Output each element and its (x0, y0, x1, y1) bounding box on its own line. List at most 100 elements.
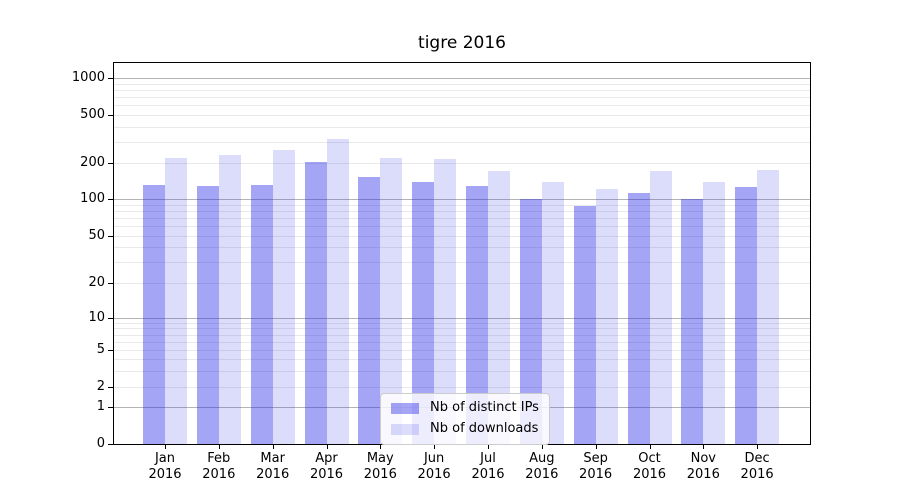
x-tick-year: 2016 (632, 466, 667, 482)
x-tick-year: 2016 (525, 466, 559, 482)
x-tick-month: Jul (480, 451, 496, 466)
bar-distinct-ips-sep (573, 205, 596, 444)
x-tick (541, 445, 543, 449)
y-tick-label: 2 (96, 379, 105, 394)
bar-downloads-oct (649, 171, 672, 444)
gridline-minor (113, 387, 811, 388)
x-tick-year: 2016 (309, 466, 344, 482)
x-tick-month: Feb (207, 451, 231, 466)
y-tick (108, 115, 113, 116)
gridline-minor (113, 226, 811, 228)
x-tick-label-oct: Oct 2016 (615, 451, 685, 482)
gridline-minor (113, 322, 811, 324)
bar-downloads-may (380, 158, 403, 444)
y-tick-label: 5 (96, 342, 105, 357)
y-tick (108, 318, 113, 319)
gridline-minor (113, 341, 811, 343)
y-tick (108, 199, 113, 200)
x-tick (380, 445, 382, 449)
x-tick (165, 445, 166, 449)
bar-downloads-apr (326, 139, 349, 444)
gridline-minor (113, 334, 811, 336)
y-tick (108, 163, 113, 164)
bar-distinct-ips-dec (735, 187, 758, 444)
x-tick (703, 445, 705, 449)
y-tick (108, 350, 113, 351)
x-tick-label-mar: Mar 2016 (238, 451, 308, 482)
x-tick-month: Jan (154, 451, 176, 466)
x-tick-year: 2016 (579, 466, 613, 482)
bar-distinct-ips-may (358, 177, 381, 444)
bar-downloads-dec (757, 169, 780, 444)
y-tick-label: 100 (80, 191, 105, 206)
x-tick-label-aug: Aug 2016 (507, 451, 577, 482)
y-tick (108, 444, 113, 445)
gridline-minor (113, 126, 811, 128)
gridline-minor (113, 370, 811, 372)
gridline-minor (113, 97, 811, 98)
x-tick-label-nov: Nov 2016 (668, 451, 738, 482)
right-spine (810, 62, 811, 445)
bar-downloads-sep (595, 189, 618, 444)
gridline-major (113, 78, 811, 79)
x-tick (649, 445, 651, 449)
x-tick-label-may: May 2016 (345, 451, 415, 482)
gridline-minor (113, 262, 811, 264)
x-tick-month: Mar (260, 451, 285, 466)
bar-distinct-ips-oct (627, 192, 650, 444)
x-tick-label-sep: Sep 2016 (561, 451, 631, 482)
gridline-major (113, 318, 811, 319)
gridline-minor (113, 204, 811, 206)
x-tick-year: 2016 (740, 466, 774, 482)
gridline-minor (113, 328, 811, 330)
bar-distinct-ips-jul (466, 185, 488, 444)
x-tick-year: 2016 (417, 466, 451, 482)
x-tick-label-jan: Jan 2016 (130, 451, 200, 482)
x-tick-year: 2016 (363, 466, 397, 482)
x-tick-month: Jun (423, 451, 445, 466)
chart-title: tigre 2016 (418, 33, 506, 53)
y-tick (108, 387, 113, 388)
x-tick-label-jul: Jul 2016 (453, 451, 523, 482)
legend-swatch (391, 423, 419, 435)
y-axis-spine (113, 62, 114, 445)
gridline-major (113, 199, 811, 200)
x-tick-label-dec: Dec 2016 (722, 451, 792, 482)
gridline-minor (113, 83, 811, 85)
x-tick (434, 445, 436, 449)
x-tick-year: 2016 (471, 466, 505, 482)
y-tick (108, 283, 113, 284)
bar-distinct-ips-nov (681, 199, 704, 444)
x-tick (595, 445, 597, 449)
bar-distinct-ips-jan (143, 185, 165, 444)
gridline-minor (113, 283, 811, 284)
x-tick-year: 2016 (148, 466, 182, 482)
legend-swatch (391, 402, 419, 414)
gridline-minor (113, 163, 811, 164)
x-tick-month: Dec (744, 451, 770, 466)
x-tick-month: Oct (638, 451, 661, 466)
legend: Nb of distinct IPs Nb of downloads (380, 393, 550, 445)
y-tick-label: 20 (88, 275, 105, 290)
x-tick-month: Sep (583, 451, 608, 466)
legend-label: Nb of downloads (430, 421, 539, 436)
bar-distinct-ips-apr (304, 161, 327, 444)
x-tick-year: 2016 (256, 466, 290, 482)
x-tick (326, 445, 328, 449)
x-tick-month: Apr (315, 451, 338, 466)
gridline-minor (113, 236, 811, 237)
y-tick-label: 50 (88, 228, 105, 243)
gridline-minor (113, 247, 811, 249)
x-tick-label-apr: Apr 2016 (292, 451, 362, 482)
bar-distinct-ips-feb (196, 185, 219, 444)
y-tick-label: 10 (88, 310, 105, 325)
top-spine (113, 62, 811, 63)
gridline-minor (113, 210, 811, 212)
x-tick-year: 2016 (686, 466, 720, 482)
y-tick-label: 1 (96, 399, 105, 414)
legend-entry-distinct-ips: Nb of distinct IPs (391, 401, 539, 415)
gridline-minor (113, 115, 811, 116)
y-tick (108, 236, 113, 237)
x-tick-label-feb: Feb 2016 (184, 451, 254, 482)
